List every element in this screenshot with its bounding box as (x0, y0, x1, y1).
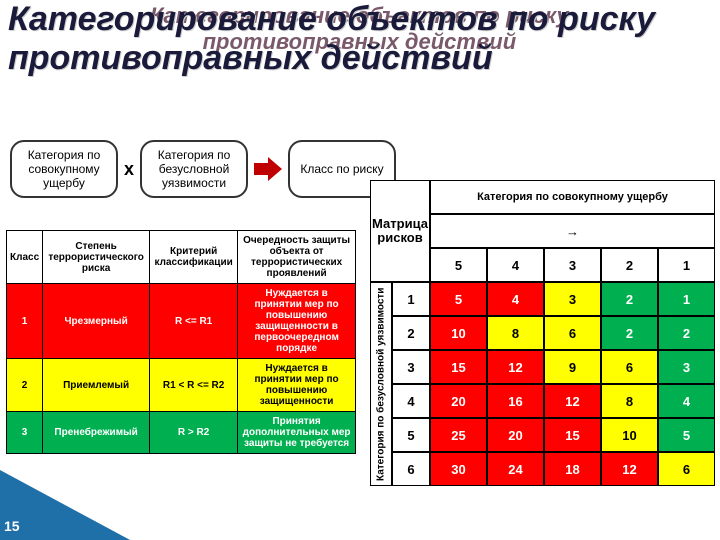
matrix-cell: 10 (430, 316, 487, 350)
matrix-cell: 2 (392, 316, 430, 350)
matrix-cell: 2 (658, 316, 715, 350)
matrix-cell: 20 (430, 384, 487, 418)
matrix-cell: 15 (430, 350, 487, 384)
matrix-cell: 12 (487, 350, 544, 384)
arrow-icon (254, 157, 282, 181)
matrix-cell: 3 (544, 248, 601, 282)
multiply-sign: х (124, 159, 134, 180)
matrix-cell: 5 (658, 418, 715, 452)
matrix-cell: 3 (392, 350, 430, 384)
matrix-cell: 10 (601, 418, 658, 452)
matrix-cell: 8 (487, 316, 544, 350)
matrix-cell: → (430, 214, 715, 248)
matrix-cell: 1 (392, 282, 430, 316)
flow-box-vulnerability: Категория по безусловной уязвимости (140, 140, 248, 198)
matrix-cell: 6 (658, 452, 715, 486)
matrix-cell: 5 (430, 282, 487, 316)
matrix-cell: 15 (544, 418, 601, 452)
classification-table: КлассСтепень террористического рискаКрит… (6, 230, 356, 454)
matrix-cell: 1 (658, 248, 715, 282)
matrix-cell: 3 (544, 282, 601, 316)
page-number: 15 (4, 518, 20, 534)
matrix-cell: 2 (601, 282, 658, 316)
matrix-cell: 2 (601, 248, 658, 282)
matrix-cell: 25 (430, 418, 487, 452)
matrix-cell: 4 (658, 384, 715, 418)
matrix-cell: 1 (658, 282, 715, 316)
matrix-cell: 9 (544, 350, 601, 384)
matrix-cell: 30 (430, 452, 487, 486)
matrix-cell: Категория по совокупному ущербу (430, 180, 715, 214)
ctable-row: 1ЧрезмерныйR <= R1Нуждается в принятии м… (7, 284, 356, 359)
risk-matrix: Матрица рисковКатегория по совокупному у… (370, 180, 715, 486)
matrix-cell: 6 (601, 350, 658, 384)
matrix-cell: 4 (487, 248, 544, 282)
matrix-cell: Матрица рисков (370, 180, 430, 282)
matrix-cell: 2 (601, 316, 658, 350)
matrix-cell: 6 (392, 452, 430, 486)
matrix-cell: 5 (430, 248, 487, 282)
matrix-cell: Категория по безусловной уязвимости (370, 282, 392, 486)
matrix-cell: 18 (544, 452, 601, 486)
matrix-cell: 4 (487, 282, 544, 316)
ctable-row: 3ПренебрежимыйR > R2Принятия дополнитель… (7, 412, 356, 454)
matrix-cell: 5 (392, 418, 430, 452)
ctable-header: Критерий классификации (150, 231, 238, 284)
matrix-cell: 8 (601, 384, 658, 418)
matrix-cell: 12 (544, 384, 601, 418)
main-title: Категорирование объектов по риску против… (8, 0, 720, 78)
matrix-cell: 24 (487, 452, 544, 486)
matrix-cell: 3 (658, 350, 715, 384)
ctable-row: 2ПриемлемыйR1 < R <= R2Нуждается в приня… (7, 359, 356, 412)
flow-diagram: Категория по совокупному ущербу х Катего… (10, 140, 396, 198)
matrix-cell: 16 (487, 384, 544, 418)
matrix-cell: 20 (487, 418, 544, 452)
ctable-header: Класс (7, 231, 43, 284)
matrix-cell: 12 (601, 452, 658, 486)
matrix-cell: 6 (544, 316, 601, 350)
matrix-cell: 4 (392, 384, 430, 418)
flow-box-damage: Категория по совокупному ущербу (10, 140, 118, 198)
ctable-header: Степень террористического риска (43, 231, 150, 284)
ctable-header: Очередность защиты объекта от террористи… (238, 231, 356, 284)
